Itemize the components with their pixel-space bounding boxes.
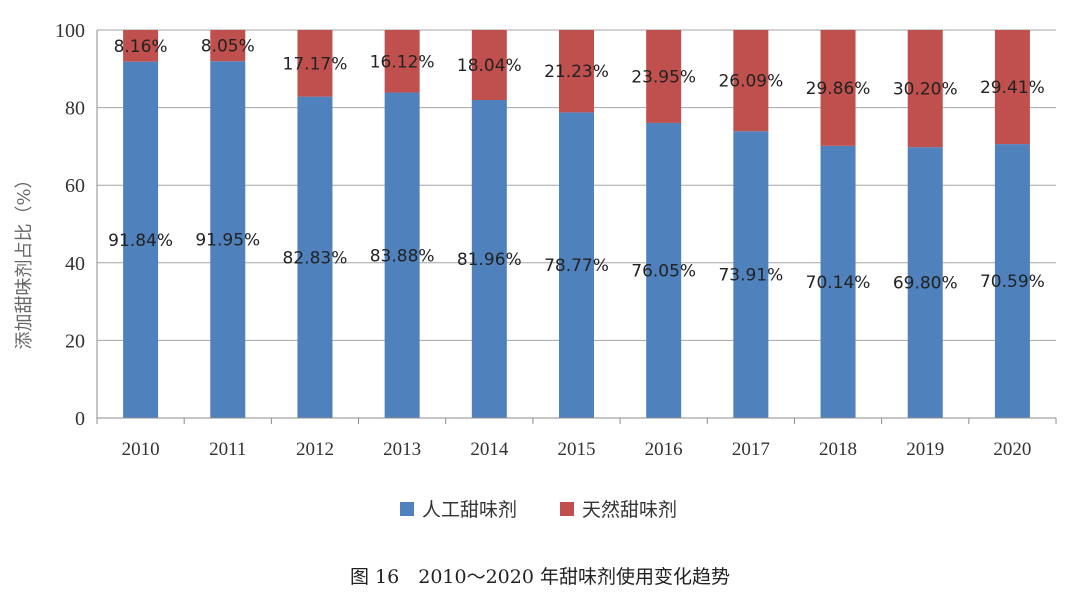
y-tick-labels: 0 20 40 60 80 100 [55,20,85,430]
y-axis-title: 添加甜味剂占比（%） [14,170,35,349]
data-label-natural-2015: 21.23% [544,62,609,82]
x-tick-label: 2017 [732,439,770,460]
y-tick-label: 80 [65,98,85,120]
data-label-artificial-2020: 70.59% [980,272,1045,292]
bar-natural-2010 [123,30,159,62]
bar-artificial-2011 [210,61,246,418]
bar-natural-2017 [733,30,769,132]
y-tick-label: 60 [65,175,85,197]
bar-artificial-2013 [384,92,420,419]
data-label-artificial-2012: 82.83% [283,248,348,268]
bar-natural-2020 [994,30,1030,145]
data-labels: 91.84% 8.16% 91.95% 8.05% 82.83% 17.17% 83.88%… [108,37,1045,294]
data-label-artificial-2017: 73.91% [718,266,783,286]
x-tick-label: 2014 [470,439,509,460]
bar-artificial-2016 [646,122,682,419]
data-label-natural-2020: 29.41% [980,78,1045,98]
bar-natural-2011 [210,30,246,62]
data-label-natural-2010: 8.16% [114,37,168,57]
bar-artificial-2015 [559,112,594,418]
bar-natural-2015 [559,30,594,113]
bar-natural-2019 [907,30,943,148]
x-tick-label: 2019 [906,439,944,460]
x-tick-labels: 2010 2011 2012 2013 2014 2015 2016 2017 2018 2019… [122,439,1032,460]
x-tick-label: 2018 [819,439,857,460]
legend-label-artificial: 人工甜味剂 [422,499,517,521]
data-label-natural-2018: 29.86% [806,79,871,99]
bar-natural-2016 [646,30,682,123]
y-tick-label: 20 [65,330,85,352]
legend-label-natural: 天然甜味剂 [582,499,677,521]
data-label-artificial-2019: 69.80% [893,274,958,294]
bar-natural-2014 [471,30,507,100]
data-label-natural-2013: 16.12% [370,52,435,72]
bar-artificial-2014 [471,99,507,418]
figure-caption: 图 16 2010～2020 年甜味剂使用变化趋势 [350,566,730,588]
x-tick-label: 2020 [993,439,1031,460]
x-tick-label: 2016 [645,439,683,460]
bar-artificial-2020 [994,144,1030,419]
bar-artificial-2019 [907,147,943,418]
bar-artificial-2017 [733,131,769,419]
axes [96,30,1057,424]
y-tick-label: 0 [75,408,85,430]
data-label-natural-2019: 30.20% [893,80,958,100]
bar-artificial-2018 [820,145,856,418]
bar-artificial-2010 [123,61,159,419]
data-label-natural-2011: 8.05% [201,37,255,57]
data-label-artificial-2016: 76.05% [631,261,696,281]
data-label-artificial-2015: 78.77% [544,256,609,276]
x-tick-label: 2010 [122,439,160,460]
y-tick-label: 40 [65,253,85,275]
bar-natural-2013 [384,30,420,93]
legend: 人工甜味剂 天然甜味剂 [400,499,677,521]
bar-natural-2018 [820,30,856,146]
bar-natural-2012 [297,30,333,97]
data-label-artificial-2014: 81.96% [457,250,522,270]
x-tick-label: 2015 [558,439,596,460]
data-label-natural-2012: 17.17% [283,54,348,74]
data-label-natural-2017: 26.09% [718,72,783,92]
data-label-natural-2016: 23.95% [631,67,696,87]
data-label-artificial-2013: 83.88% [370,246,435,266]
bars-group [123,30,1030,419]
x-tick-label: 2013 [383,439,421,460]
bar-artificial-2012 [297,96,333,418]
data-label-natural-2014: 18.04% [457,56,522,76]
x-tick-label: 2011 [209,439,246,460]
data-label-artificial-2018: 70.14% [806,273,871,293]
x-tick-label: 2012 [296,439,334,460]
data-label-artificial-2010: 91.84% [108,231,173,251]
y-tick-label: 100 [55,20,85,42]
legend-swatch-natural [560,502,574,516]
legend-swatch-artificial [400,502,414,516]
data-label-artificial-2011: 91.95% [195,231,260,251]
